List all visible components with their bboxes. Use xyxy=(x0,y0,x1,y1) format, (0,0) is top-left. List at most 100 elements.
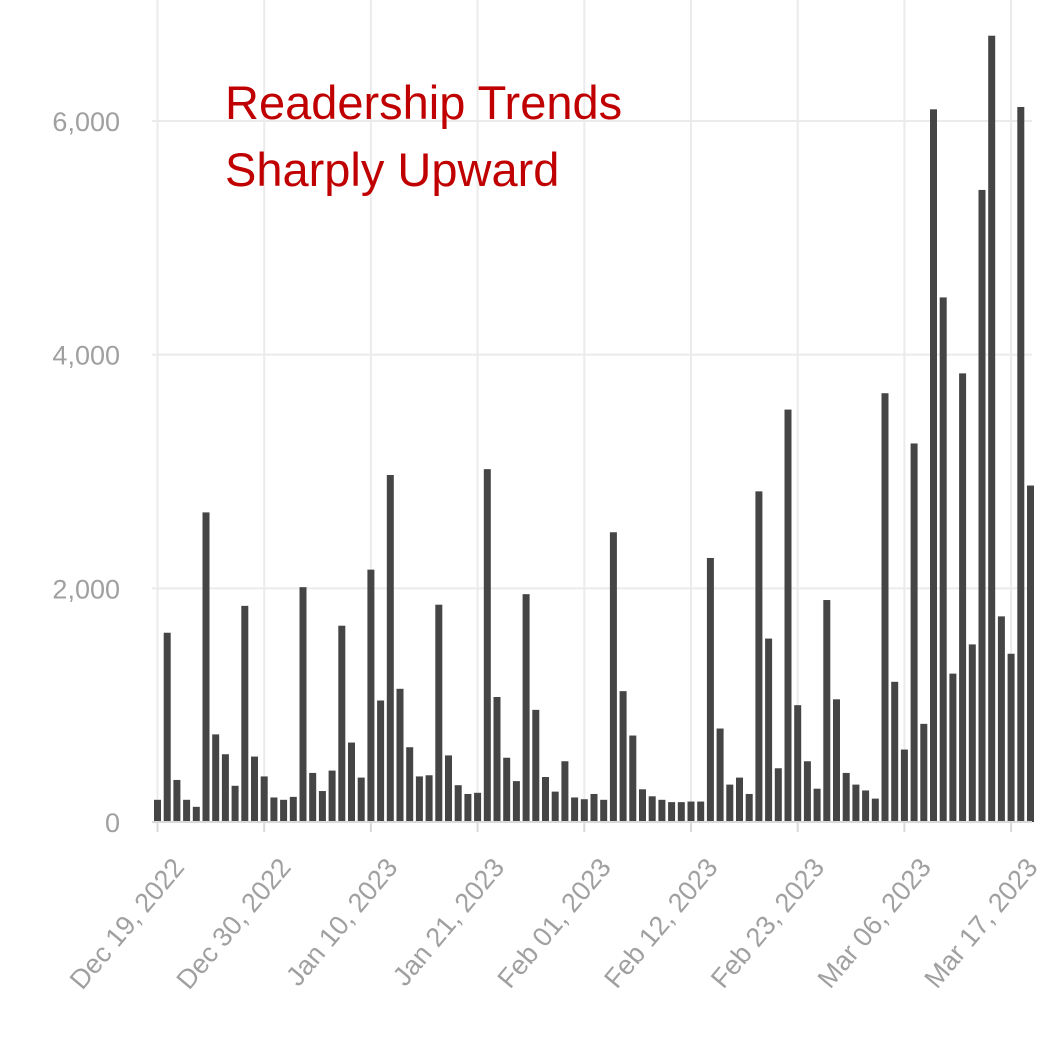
bar xyxy=(338,625,346,822)
bar xyxy=(891,681,899,822)
bar xyxy=(221,754,229,822)
bar xyxy=(1007,653,1015,822)
bar xyxy=(823,600,831,822)
bar xyxy=(396,688,404,822)
bar xyxy=(357,777,365,822)
bar xyxy=(367,569,375,822)
y-axis-ticks: 0 2,000 4,000 6,000 xyxy=(52,107,120,838)
bar xyxy=(173,779,181,822)
bar xyxy=(1017,106,1025,823)
y-tick-label: 4,000 xyxy=(52,341,120,371)
bar xyxy=(454,785,462,822)
bar xyxy=(687,801,695,822)
bar xyxy=(532,709,540,822)
bar xyxy=(561,761,569,822)
bar xyxy=(474,792,482,822)
bar xyxy=(483,469,491,822)
bar xyxy=(522,594,530,822)
bar xyxy=(542,777,549,822)
bar xyxy=(415,776,423,822)
chart-title-line-2: Sharply Upward xyxy=(225,143,559,196)
bar xyxy=(881,393,889,822)
bar xyxy=(765,638,773,822)
bar xyxy=(154,799,161,822)
bar xyxy=(706,557,714,822)
bar xyxy=(833,699,840,822)
bar xyxy=(997,616,1005,822)
bar xyxy=(251,756,258,822)
bar xyxy=(959,373,967,822)
bar xyxy=(736,777,743,822)
bar xyxy=(726,784,734,822)
bar xyxy=(328,770,336,822)
bar xyxy=(318,791,326,822)
bar xyxy=(503,757,511,822)
bar xyxy=(386,475,394,822)
bar xyxy=(192,806,200,822)
bar xyxy=(949,673,957,822)
bar xyxy=(677,802,685,822)
bar xyxy=(813,788,821,822)
bar xyxy=(910,443,918,822)
bar xyxy=(445,755,452,822)
bar xyxy=(852,784,860,822)
x-tick-label: Dec 30, 2022 xyxy=(171,853,297,995)
bar xyxy=(406,747,414,822)
bar xyxy=(794,705,802,822)
bar xyxy=(590,793,598,822)
x-tick-label: Feb 01, 2023 xyxy=(492,853,617,994)
bar xyxy=(348,742,355,822)
bar xyxy=(648,796,656,822)
chart-title: Readership Trends Sharply Upward xyxy=(225,76,635,196)
bar xyxy=(900,749,908,822)
bar xyxy=(493,696,501,822)
bar xyxy=(202,512,210,822)
bar xyxy=(425,775,433,822)
bar xyxy=(629,735,637,822)
bar xyxy=(745,793,753,822)
bar xyxy=(464,793,472,822)
y-tick-label: 0 xyxy=(105,808,120,838)
bar xyxy=(241,605,249,822)
x-tick-label: Mar 06, 2023 xyxy=(812,853,937,994)
bar xyxy=(435,604,443,822)
bar xyxy=(939,297,947,822)
bar xyxy=(842,772,850,822)
x-tick-label: Jan 21, 2023 xyxy=(387,853,510,992)
chart-title-line-1: Readership Trends xyxy=(225,76,622,129)
bar xyxy=(920,723,928,822)
bar xyxy=(697,801,705,822)
y-tick-label: 6,000 xyxy=(52,107,120,137)
bar xyxy=(968,644,976,822)
bar xyxy=(609,532,617,822)
x-tick-label: Jan 10, 2023 xyxy=(280,853,403,992)
bar xyxy=(716,728,724,822)
bar-series xyxy=(154,35,1034,823)
bar xyxy=(289,796,297,822)
bar xyxy=(774,768,782,822)
bar xyxy=(163,632,171,822)
bar xyxy=(580,799,588,822)
bar xyxy=(309,772,317,822)
bar xyxy=(755,491,763,822)
bar xyxy=(1027,485,1034,822)
x-tick-label: Feb 12, 2023 xyxy=(598,853,723,994)
bar xyxy=(803,761,811,822)
bar xyxy=(280,799,288,822)
bar xyxy=(299,587,307,822)
bar xyxy=(862,790,870,822)
bar xyxy=(600,799,608,822)
bar xyxy=(212,734,220,823)
bar xyxy=(231,785,239,822)
bar xyxy=(668,802,676,822)
bar xyxy=(551,791,559,822)
bar xyxy=(784,409,792,822)
bar xyxy=(658,799,666,822)
bar xyxy=(270,797,278,822)
x-tick-label: Mar 17, 2023 xyxy=(918,853,1043,994)
x-tick-label: Feb 23, 2023 xyxy=(705,853,830,994)
bar xyxy=(988,35,996,822)
bar xyxy=(260,776,268,822)
